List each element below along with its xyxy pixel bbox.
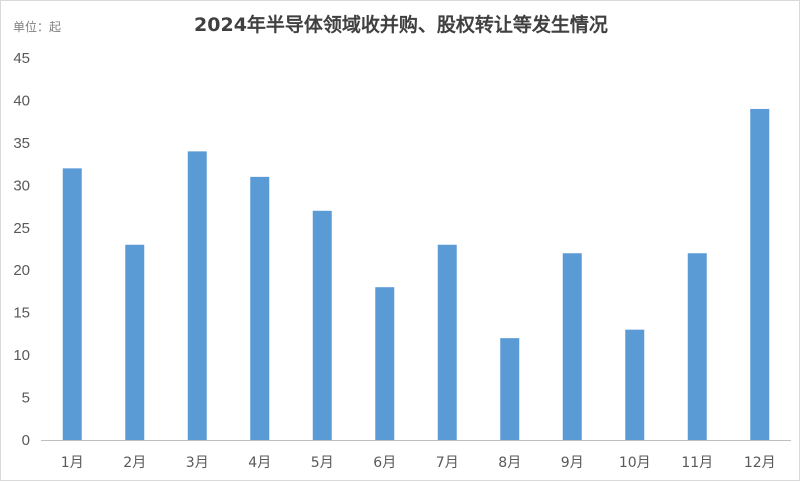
x-tick-label: 6月 — [373, 455, 396, 471]
bar — [437, 244, 457, 440]
x-tick-label: 9月 — [561, 455, 584, 471]
x-tick-label: 3月 — [186, 455, 209, 471]
bar — [125, 244, 145, 440]
bar — [625, 329, 645, 440]
bar — [250, 176, 270, 440]
bar — [62, 168, 82, 440]
y-tick-label: 20 — [13, 262, 30, 279]
y-tick-label: 25 — [13, 220, 30, 237]
x-tick-label: 8月 — [498, 455, 521, 471]
unit-label: 单位：起 — [13, 19, 61, 34]
y-tick-label: 30 — [13, 177, 30, 194]
y-tick-label: 45 — [13, 50, 30, 67]
x-tick-label: 2月 — [123, 455, 146, 471]
bar — [500, 338, 520, 440]
y-tick-label: 35 — [13, 135, 30, 152]
y-tick-label: 40 — [13, 92, 30, 109]
y-tick-label: 10 — [13, 347, 30, 364]
bar — [562, 253, 582, 440]
x-tick-label: 5月 — [311, 455, 334, 471]
x-tick-label: 4月 — [248, 455, 271, 471]
y-tick-label: 15 — [13, 305, 30, 322]
y-tick-label: 5 — [22, 390, 30, 407]
bar — [312, 210, 332, 440]
bar — [375, 287, 395, 440]
bar — [750, 108, 770, 440]
bar — [687, 253, 707, 440]
y-tick-label: 0 — [22, 432, 30, 449]
chart-title: 2024年半导体领域收并购、股权转让等发生情况 — [194, 13, 608, 36]
y-axis-ticks: 0 5 10 15 20 25 30 35 40 45 — [13, 50, 30, 449]
x-tick-label: 10月 — [619, 455, 651, 471]
bars — [62, 108, 770, 440]
x-tick-label: 12月 — [744, 455, 776, 471]
x-tick-label: 11月 — [681, 455, 713, 471]
x-tick-label: 1月 — [61, 455, 84, 471]
bar — [187, 151, 207, 440]
x-axis-labels: 1月 2月 3月 4月 5月 6月 7月 8月 9月 10月 11月 12月 — [61, 455, 776, 471]
x-tick-label: 7月 — [436, 455, 459, 471]
